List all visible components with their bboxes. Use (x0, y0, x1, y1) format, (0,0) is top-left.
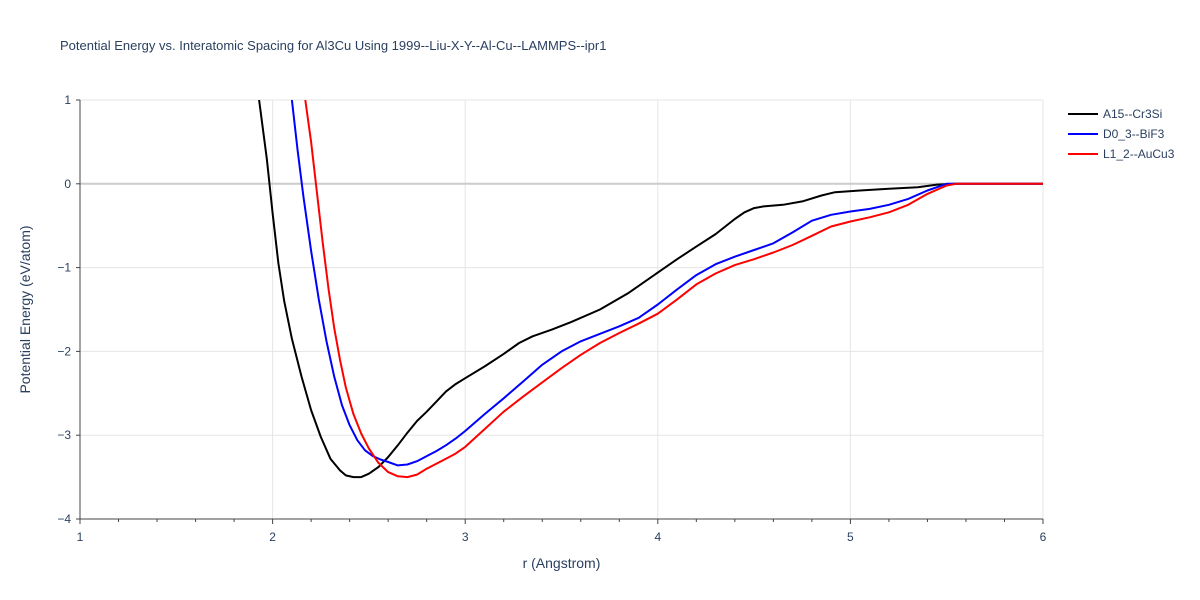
legend-label: D0_3--BiF3 (1103, 127, 1165, 141)
y-tick-label: −3 (57, 428, 71, 442)
legend-label: L1_2--AuCu3 (1103, 147, 1175, 161)
x-tick-label: 6 (1040, 530, 1047, 544)
series-lines (258, 100, 1043, 479)
y-tick-label: −1 (57, 261, 71, 275)
legend[interactable]: A15--Cr3Si D0_3--BiF3 L1_2--AuCu3 (1068, 107, 1175, 161)
y-tick-label: 0 (64, 177, 71, 191)
x-tick-label: 1 (77, 530, 84, 544)
x-axis-label: r (Angstrom) (523, 555, 601, 571)
x-tick-label: 4 (654, 530, 661, 544)
series-line-l1-2-aucu3 (304, 100, 1043, 479)
x-tick-label: 5 (847, 530, 854, 544)
y-tick-label: −2 (57, 344, 71, 358)
y-tick-label: −4 (57, 512, 71, 526)
chart-title: Potential Energy vs. Interatomic Spacing… (60, 38, 606, 53)
y-tick-label: 1 (64, 93, 71, 107)
axes (76, 99, 1044, 524)
x-tick-label: 2 (269, 530, 276, 544)
legend-item-l1-2-aucu3[interactable]: L1_2--AuCu3 (1068, 147, 1175, 161)
x-tick-label: 3 (462, 530, 469, 544)
series-line-d0-3-bif3 (290, 100, 1043, 467)
y-axis-label: Potential Energy (eV/atom) (17, 225, 33, 393)
series-line-a15-cr3si (258, 100, 1043, 479)
x-axis-ticks: 1 2 3 4 5 6 (77, 530, 1047, 544)
y-axis-ticks: 1 0 −1 −2 −3 −4 (57, 93, 71, 526)
legend-item-a15-cr3si[interactable]: A15--Cr3Si (1068, 107, 1162, 121)
legend-label: A15--Cr3Si (1103, 107, 1162, 121)
legend-item-d0-3-bif3[interactable]: D0_3--BiF3 (1068, 127, 1165, 141)
